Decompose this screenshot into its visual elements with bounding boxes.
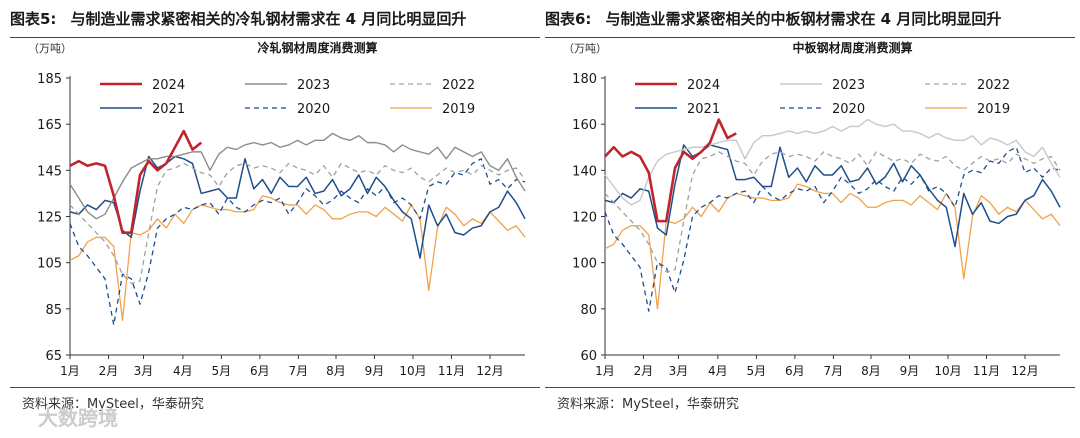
figure-title: 与制造业需求紧密相关的冷轧钢材需求在 4 月同比明显回升 (70, 10, 467, 28)
y-tick-label: 140 (572, 164, 597, 179)
series-line-2019 (69, 195, 526, 322)
y-tick-label: 85 (45, 303, 62, 318)
series-line-2021 (604, 144, 1061, 248)
x-tick-label: 6月 (785, 364, 805, 378)
figure-heading: 图表5: 与制造业需求紧密相关的冷轧钢材需求在 4 月同比明显回升 (10, 8, 540, 38)
series-line-2019 (604, 183, 1061, 310)
y-tick-label: 105 (37, 257, 62, 272)
series-line-2020 (69, 158, 526, 326)
x-tick-label: 7月 (289, 364, 309, 378)
legend-label-2023: 2023 (832, 78, 865, 93)
series-line-2024 (69, 129, 203, 234)
x-tick-label: 7月 (824, 364, 844, 378)
x-tick-label: 9月 (900, 364, 920, 378)
chart-title: 中板钢材周度消费测算 (792, 40, 912, 55)
watermark: 大数跨境 (38, 406, 118, 430)
y-tick-label: 80 (580, 303, 597, 318)
y-tick-label: 120 (572, 211, 597, 226)
series-line-2023 (69, 132, 526, 220)
y-axis-unit: （万吨） (28, 42, 72, 55)
series-line-2024 (604, 118, 737, 223)
chart-cold-rolled: 冷轧钢材周度消费测算 （万吨） 65 85 105 125 145 165 185 1月 2月 3月 4… (28, 40, 526, 378)
legend-label-2022: 2022 (977, 78, 1010, 93)
y-tick-label: 65 (45, 349, 62, 364)
series-line-2021 (69, 155, 526, 259)
x-tick-label: 1月 (595, 364, 615, 378)
x-tick-label: 4月 (708, 364, 728, 378)
legend-label-2019: 2019 (442, 102, 475, 117)
y-tick-label: 165 (37, 118, 62, 133)
figure-right: 图表6: 与制造业需求紧密相关的中板钢材需求在 4 月同比明显回升 中板钢材周度消… (545, 0, 1075, 438)
legend-label-2020: 2020 (832, 102, 865, 117)
y-tick-label: 60 (580, 349, 597, 364)
series-line-2020 (604, 146, 1061, 312)
y-tick-label: 180 (572, 72, 597, 87)
figure-number: 图表5: (10, 10, 57, 28)
y-tick-label: 145 (37, 164, 62, 179)
x-tick-label: 8月 (861, 364, 881, 378)
y-tick-label: 100 (572, 257, 597, 272)
legend-label-2021: 2021 (687, 102, 720, 117)
x-tick-label: 8月 (326, 364, 346, 378)
x-tick-label: 3月 (669, 364, 689, 378)
figure-title: 与制造业需求紧密相关的中板钢材需求在 4 月同比明显回升 (605, 10, 1002, 28)
legend-label-2024: 2024 (687, 78, 720, 93)
legend-label-2019: 2019 (977, 102, 1010, 117)
figure-number: 图表6: (545, 10, 592, 28)
figure-left: 图表5: 与制造业需求紧密相关的冷轧钢材需求在 4 月同比明显回升 冷轧钢材周度消… (10, 0, 540, 438)
x-tick-label: 3月 (134, 364, 154, 378)
x-tick-label: 4月 (173, 364, 193, 378)
y-tick-label: 185 (37, 72, 62, 87)
legend-label-2024: 2024 (152, 78, 185, 93)
x-tick-label: 2月 (634, 364, 654, 378)
legend-label-2020: 2020 (297, 102, 330, 117)
x-tick-label: 5月 (747, 364, 767, 378)
chart-medium-plate: 中板钢材周度消费测算 （万吨） 60 80 100 120 140 160 180 1月 2月 3月 4… (563, 40, 1061, 378)
x-tick-label: 11月 (973, 364, 1000, 378)
source-divider (545, 387, 1075, 388)
figure-source: 资料来源：MySteel，华泰研究 (22, 397, 204, 412)
series-line-2023 (604, 118, 1061, 206)
y-axis-unit: （万吨） (563, 42, 607, 55)
figure-heading: 图表6: 与制造业需求紧密相关的中板钢材需求在 4 月同比明显回升 (545, 8, 1075, 38)
x-tick-label: 2月 (99, 364, 119, 378)
x-tick-label: 9月 (365, 364, 385, 378)
x-tick-label: 5月 (212, 364, 232, 378)
legend-label-2021: 2021 (152, 102, 185, 117)
x-tick-label: 10月 (399, 364, 426, 378)
chart-title: 冷轧钢材周度消费测算 (257, 40, 377, 55)
legend-label-2022: 2022 (442, 78, 475, 93)
y-tick-label: 125 (37, 211, 62, 226)
series-line-2022 (604, 151, 1061, 273)
x-tick-label: 10月 (934, 364, 961, 378)
figure-source: 资料来源：MySteel，华泰研究 (557, 397, 739, 412)
source-divider (10, 387, 540, 388)
x-tick-label: 6月 (250, 364, 270, 378)
x-tick-label: 1月 (60, 364, 80, 378)
x-tick-label: 11月 (438, 364, 465, 378)
x-tick-label: 12月 (476, 364, 503, 378)
legend-label-2023: 2023 (297, 78, 330, 93)
x-tick-label: 12月 (1011, 364, 1038, 378)
y-tick-label: 160 (572, 118, 597, 133)
